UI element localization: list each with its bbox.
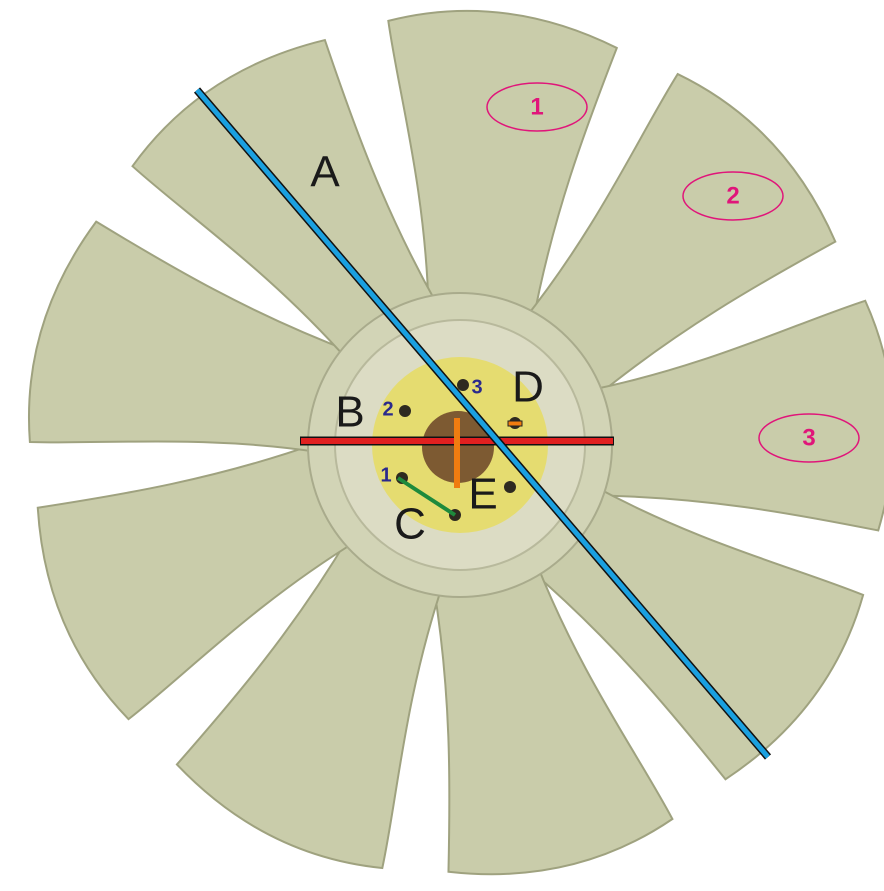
blade [387, 9, 619, 326]
blade [527, 484, 865, 781]
dimension-label: B [335, 388, 364, 437]
bolt-hole [504, 481, 516, 493]
hole-label: 3 [471, 376, 482, 398]
hole-label: 2 [382, 398, 393, 420]
line-d [507, 420, 523, 427]
blade [175, 532, 445, 870]
bolt-hole [457, 379, 469, 391]
line-c [396, 476, 457, 517]
dimension-label: D [512, 363, 544, 412]
blade [28, 220, 355, 454]
blade [587, 299, 884, 532]
blade [521, 72, 837, 401]
blade-marker [486, 82, 588, 132]
bolt-hole [399, 405, 411, 417]
blade-marker [682, 171, 784, 221]
blade-marker [758, 413, 860, 463]
hole-label: 1 [380, 464, 391, 486]
blade [36, 441, 360, 721]
dimension-label: A [310, 148, 340, 197]
dimension-label: E [468, 470, 497, 519]
blade-label: 3 [802, 424, 815, 451]
line-a [195, 88, 770, 759]
blade [432, 560, 674, 876]
blades [28, 9, 884, 876]
blade-label: 2 [726, 182, 739, 209]
dimension-label: C [394, 500, 426, 549]
blade-label: 1 [530, 93, 543, 120]
